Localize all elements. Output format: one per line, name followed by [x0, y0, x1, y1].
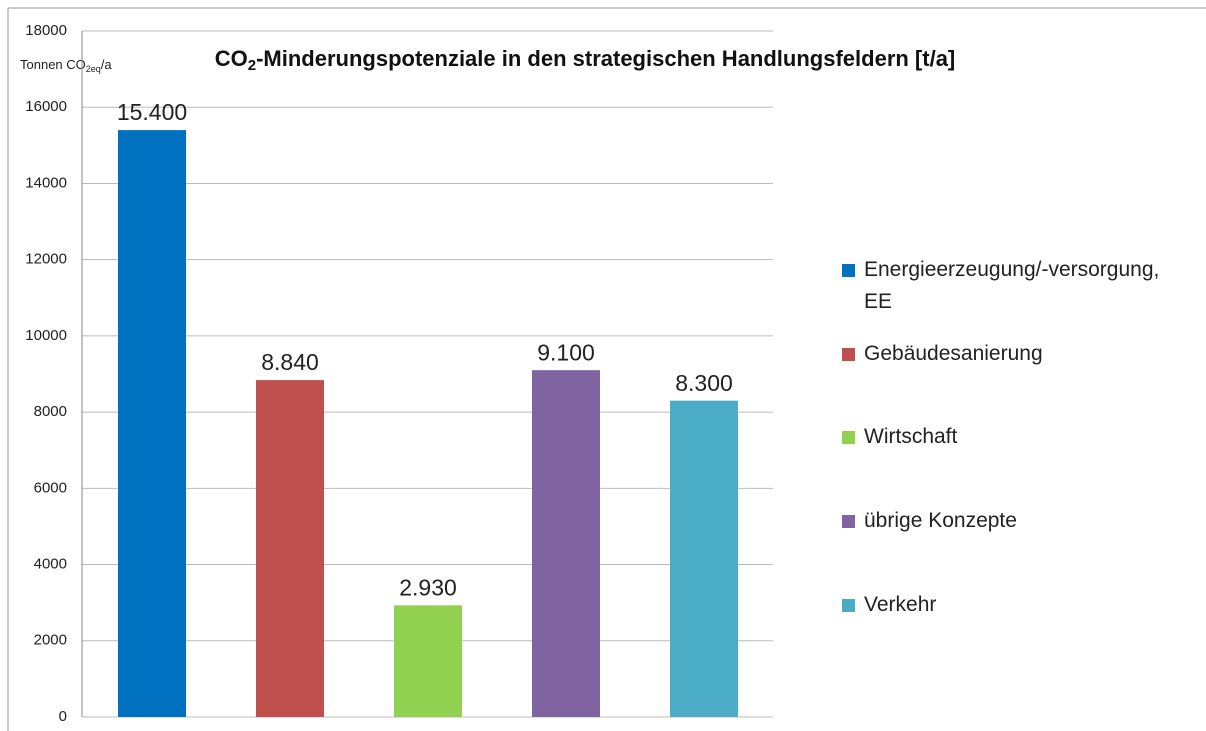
data-label: 8.840 — [261, 349, 319, 375]
y-tick-label: 0 — [59, 708, 67, 725]
legend-item: Verkehr — [842, 593, 1184, 621]
y-tick-label: 4000 — [34, 556, 67, 573]
y-tick-label: 16000 — [25, 98, 67, 115]
legend-swatch — [842, 515, 855, 528]
legend-label: Energieerzeugung/-versorgung, EE — [864, 258, 1160, 313]
y-tick-label: 6000 — [34, 479, 67, 496]
data-label: 2.930 — [399, 574, 457, 600]
legend-label: Gebäudesanierung — [864, 342, 1043, 365]
y-axis-label: Tonnen CO2eq/a — [20, 57, 112, 74]
data-label: 15.400 — [117, 99, 187, 125]
legend-swatch — [842, 599, 855, 612]
legend-swatch — [842, 431, 855, 444]
legend-label: übrige Konzepte — [864, 509, 1017, 532]
bar — [532, 370, 600, 717]
data-label: 9.100 — [537, 339, 595, 365]
legend-swatch — [842, 348, 855, 361]
legend-item: übrige Konzepte — [842, 509, 1184, 537]
legend-label: Verkehr — [864, 593, 937, 616]
data-label: 8.300 — [675, 370, 733, 396]
bar — [256, 380, 324, 717]
legend-label: Wirtschaft — [864, 425, 958, 448]
y-tick-label: 18000 — [25, 22, 67, 39]
chart-title: CO2-Minderungspotenziale in den strategi… — [215, 46, 956, 74]
bar — [394, 605, 462, 717]
bar — [118, 130, 186, 718]
y-tick-label: 2000 — [34, 632, 67, 649]
legend-item: Gebäudesanierung — [842, 342, 1184, 370]
y-tick-label: 14000 — [25, 174, 67, 191]
y-tick-label: 8000 — [34, 403, 67, 420]
legend-swatch — [842, 264, 855, 277]
legend-item: Energieerzeugung/-versorgung, EE — [842, 258, 1184, 318]
bar — [670, 400, 738, 717]
legend-item: Wirtschaft — [842, 425, 1184, 453]
y-tick-label: 12000 — [25, 251, 67, 268]
y-tick-label: 10000 — [25, 327, 67, 344]
